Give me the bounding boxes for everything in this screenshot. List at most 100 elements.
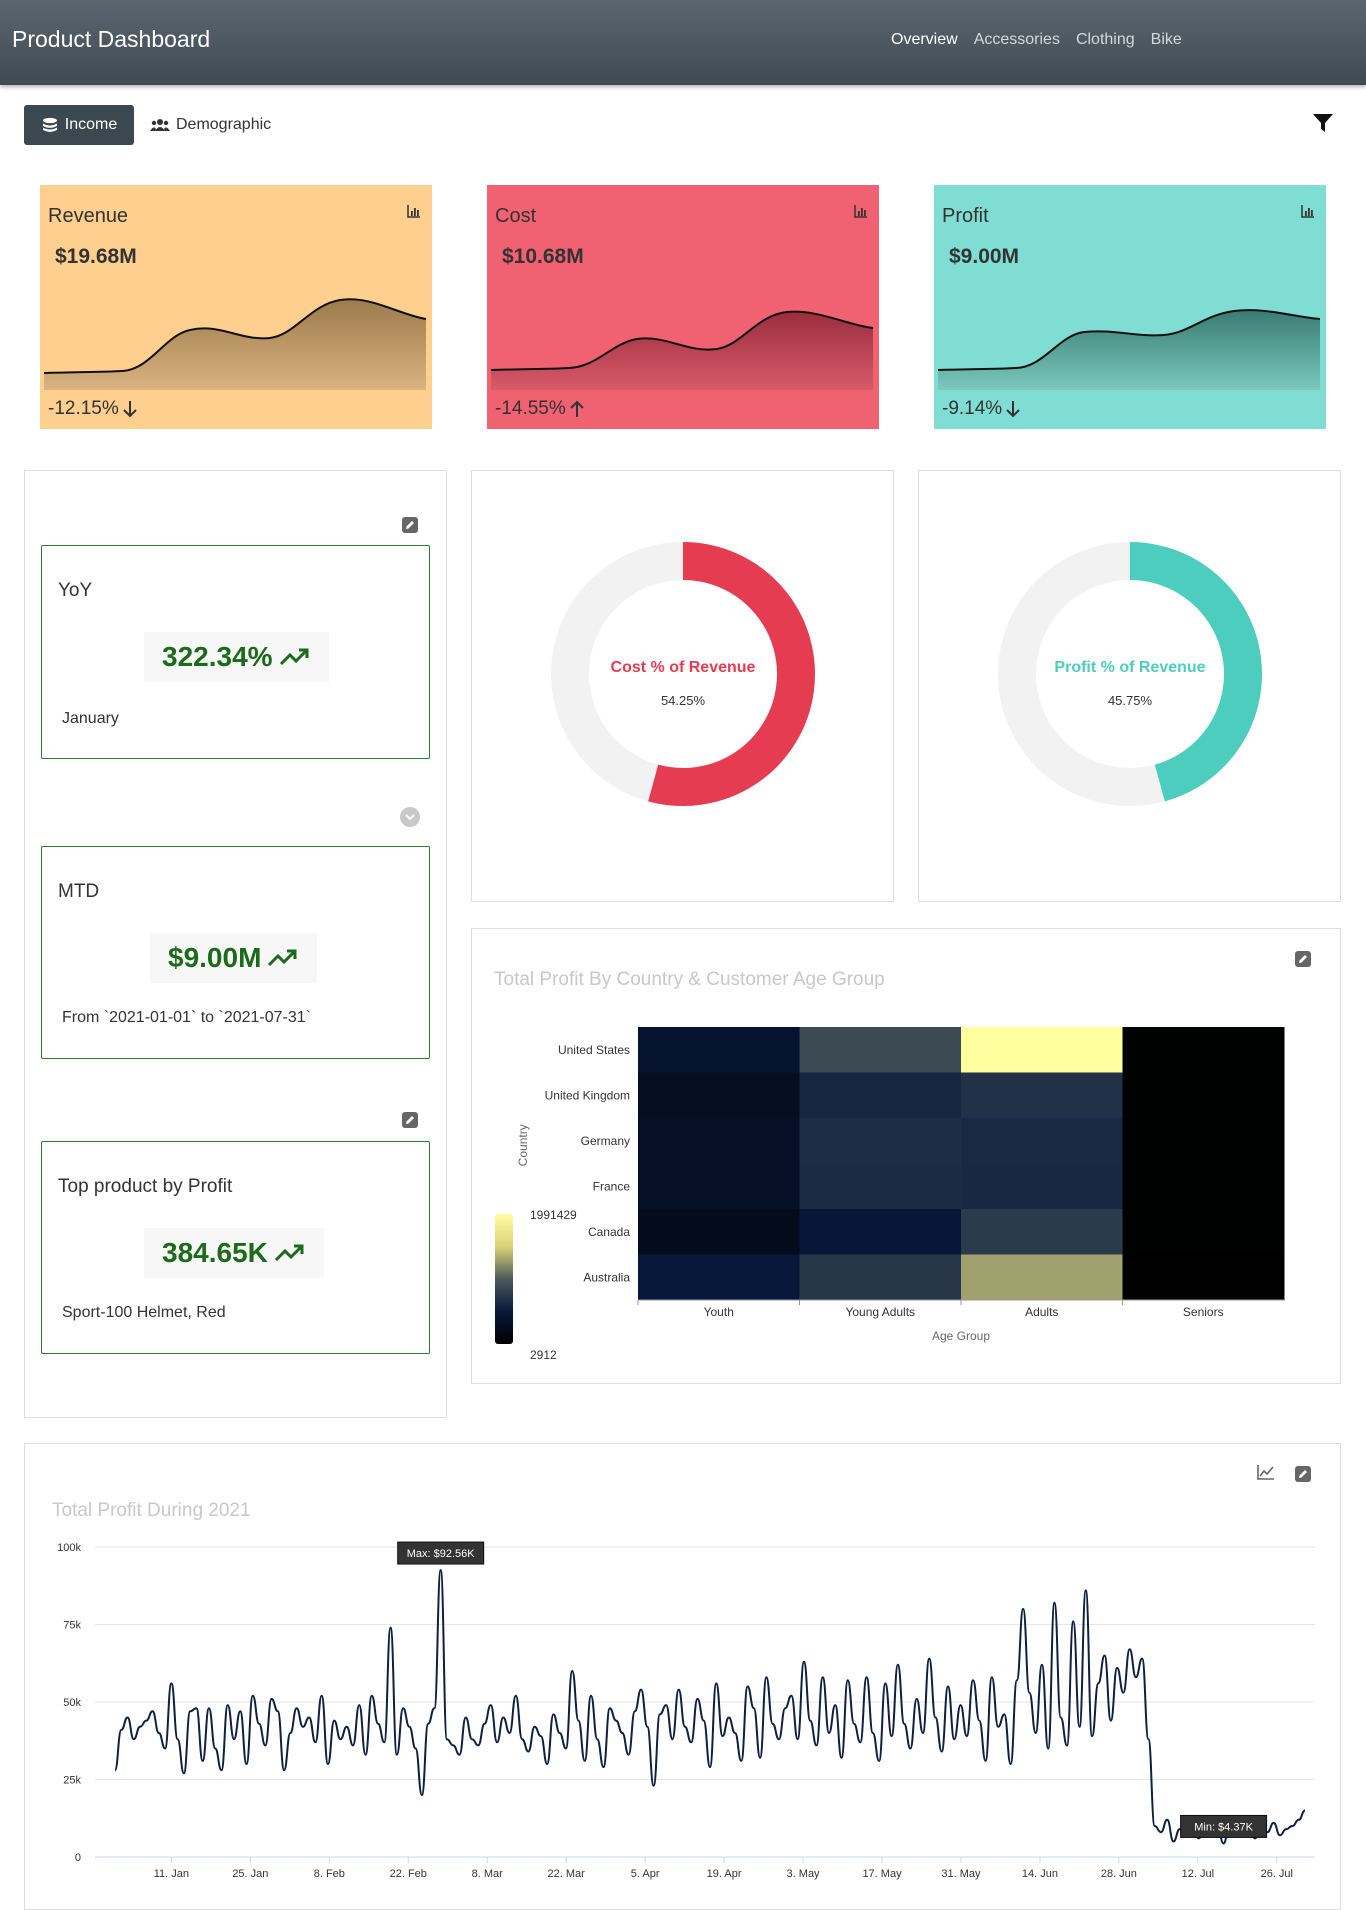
chart-bar-icon[interactable] (853, 203, 869, 219)
min-label-text: Min: $4.37K (1194, 1821, 1253, 1833)
heatmap-cell[interactable] (638, 1163, 800, 1210)
x-tick-label: 8. Mar (472, 1868, 504, 1880)
cost-donut-panel: Cost % of Revenue 54.25% (471, 470, 894, 902)
heatmap-panel: Total Profit By Country & Customer Age G… (471, 928, 1341, 1384)
nav-bike[interactable]: Bike (1150, 31, 1182, 48)
max-label-box (397, 1541, 485, 1565)
heatmap-cell[interactable] (1122, 1254, 1285, 1301)
arrow-down-icon (1006, 401, 1020, 418)
x-tick-label: 11. Jan (154, 1868, 189, 1880)
nav-accessories[interactable]: Accessories (973, 31, 1060, 48)
donut-segment[interactable] (648, 542, 815, 806)
heatmap-x-label: Adults (1025, 1305, 1058, 1319)
heatmap-cell[interactable] (638, 1118, 800, 1164)
tab-income[interactable]: Income (24, 105, 134, 145)
kpi-change-value: -9.14% (942, 398, 1003, 419)
heatmap-cell[interactable] (799, 1209, 962, 1255)
trending-up-icon (279, 648, 309, 666)
y-tick-label: 25k (63, 1775, 81, 1787)
x-tick-label: 19. Apr (707, 1868, 742, 1880)
line-chart-icon[interactable] (1257, 1464, 1275, 1480)
heatmap-cell[interactable] (961, 1163, 1123, 1210)
heatmap-cell[interactable] (1122, 1027, 1285, 1073)
revenue-card: Revenue $19.68M -12.15% (40, 185, 432, 429)
arrow-up-icon (570, 400, 584, 417)
chevron-down-icon[interactable] (400, 807, 420, 827)
heatmap-y-label: United Kingdom (545, 1088, 630, 1102)
heatmap-cell[interactable] (961, 1027, 1123, 1073)
kpi-change-value: -12.15% (48, 398, 119, 419)
nav-overview[interactable]: Overview (891, 31, 958, 48)
profit-donut-panel: Profit % of Revenue 45.75% (918, 470, 1341, 902)
edit-icon[interactable] (402, 1112, 418, 1128)
heatmap-y-label: Canada (588, 1225, 630, 1239)
x-tick-label: 26. Jul (1261, 1868, 1293, 1880)
donut-segment[interactable] (1129, 542, 1262, 802)
filter-icon[interactable] (1313, 114, 1333, 132)
heatmap-cell[interactable] (1122, 1209, 1285, 1255)
heatmap-y-label: Australia (583, 1270, 630, 1284)
heatmap-cell[interactable] (638, 1072, 800, 1119)
metric-value-text: $9.00M (168, 942, 262, 973)
profit-donut-chart (998, 542, 1262, 806)
heatmap-cell[interactable] (799, 1072, 962, 1119)
coins-icon (42, 117, 57, 132)
nav-clothing[interactable]: Clothing (1075, 31, 1135, 48)
x-tick-label: 3. May (787, 1868, 821, 1880)
tab-demographic-label: Demographic (176, 116, 272, 133)
trending-up-icon (274, 1244, 304, 1262)
x-tick-label: 12. Jul (1182, 1868, 1214, 1880)
chart-bar-icon[interactable] (406, 203, 422, 219)
edit-icon[interactable] (402, 517, 418, 533)
heatmap-cell[interactable] (1122, 1072, 1285, 1119)
profit-line[interactable] (114, 1569, 1306, 1845)
donut-value: 54.25% (660, 693, 706, 708)
heatmap-cell[interactable] (961, 1254, 1123, 1301)
x-tick-label: 22. Feb (390, 1868, 427, 1880)
heatmap-cell[interactable] (1122, 1163, 1285, 1210)
x-tick-label: 8. Feb (314, 1868, 345, 1880)
x-tick-label: 28. Jun (1101, 1868, 1137, 1880)
tab-demographic[interactable]: Demographic (150, 105, 271, 145)
edit-icon[interactable] (1295, 1466, 1311, 1482)
cost-sparkline (490, 310, 874, 390)
cost-card: Cost $10.68M -14.55% (487, 185, 879, 429)
heatmap-cell[interactable] (799, 1163, 962, 1210)
chart-bar-icon[interactable] (1300, 203, 1316, 219)
metrics-panel: YoY 322.34% January MTD $9.00M From `202… (24, 470, 447, 1418)
metric-value: 322.34% (144, 632, 329, 682)
y-tick-label: 100k (57, 1542, 81, 1554)
top-product-card: Top product by Profit 384.65K Sport-100 … (41, 1141, 430, 1354)
metric-value: $9.00M (150, 933, 318, 983)
heatmap-cell[interactable] (799, 1118, 962, 1164)
profit-sparkline (937, 309, 1321, 390)
edit-icon[interactable] (1295, 951, 1311, 967)
min-label-box (1180, 1814, 1268, 1838)
heatmap-cell[interactable] (961, 1118, 1123, 1164)
heatmap-title: Total Profit By Country & Customer Age G… (494, 969, 885, 990)
heatmap-cell[interactable] (961, 1209, 1123, 1255)
metric-subtitle: Sport-100 Helmet, Red (62, 1304, 226, 1321)
heatmap-y-label: United States (558, 1043, 630, 1057)
kpi-change: -9.14% (942, 398, 1021, 420)
heatmap-cell[interactable] (638, 1027, 800, 1073)
heatmap-cell[interactable] (961, 1072, 1123, 1119)
heatmap-cell[interactable] (799, 1254, 962, 1301)
colorbar (495, 1214, 513, 1344)
colorbar-min-label: 2912 (530, 1348, 557, 1362)
trending-up-icon (268, 949, 297, 967)
kpi-value: $19.68M (55, 245, 137, 268)
heatmap-cell[interactable] (638, 1254, 800, 1301)
heatmap-cell[interactable] (638, 1209, 800, 1255)
profit-line-panel: Total Profit During 2021 0 25k 50k 75k 100k 1… (24, 1443, 1341, 1910)
kpi-title: Cost (495, 205, 537, 227)
donut-label: Profit % of Revenue (1054, 659, 1206, 676)
heatmap-y-axis-title: Country (516, 1124, 530, 1166)
x-tick-label: 31. May (941, 1868, 981, 1880)
heatmap-cell[interactable] (1122, 1118, 1285, 1164)
min-label: Min: $4.37K (1180, 1814, 1268, 1838)
heatmap-cell[interactable] (799, 1027, 962, 1073)
kpi-change-value: -14.55% (495, 398, 566, 419)
y-tick-label: 75k (63, 1620, 81, 1632)
kpi-change: -12.15% (48, 398, 138, 420)
